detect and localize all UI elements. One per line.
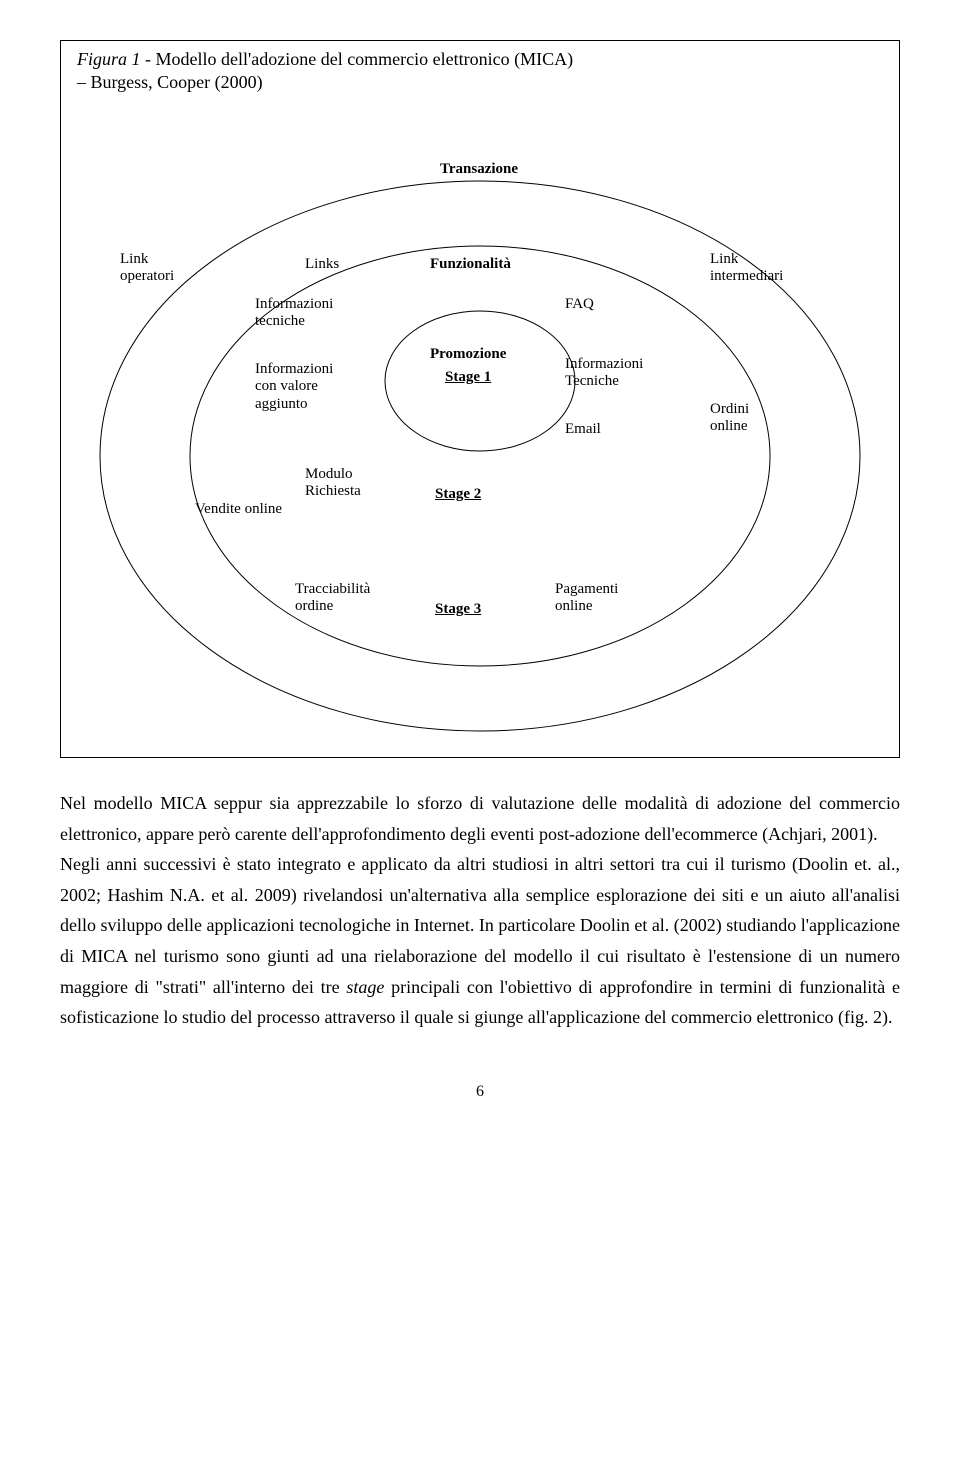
- label-transazione: Transazione: [440, 161, 518, 178]
- label-pagamenti-online: Pagamenti online: [555, 581, 618, 616]
- label-stage3: Stage 3: [435, 601, 481, 618]
- label-promozione: Promozione: [430, 346, 506, 363]
- label-faq: FAQ: [565, 296, 594, 313]
- label-stage2: Stage 2: [435, 486, 481, 503]
- body-paragraph: Nel modello MICA seppur sia apprezzabile…: [60, 788, 900, 1033]
- label-links: Links: [305, 256, 339, 273]
- body-text-1: Nel modello MICA seppur sia apprezzabile…: [60, 793, 905, 997]
- figure-caption: Figura 1 - Modello dell'adozione del com…: [77, 49, 883, 70]
- label-stage1: Stage 1: [445, 369, 491, 386]
- label-modulo-richiesta: Modulo Richiesta: [305, 466, 361, 501]
- label-tracciabilita: Tracciabilità ordine: [295, 581, 370, 616]
- mica-diagram: Transazione Funzionalità Promozione Stag…: [90, 101, 870, 741]
- figure-caption-main: Modello dell'adozione del commercio elet…: [156, 49, 574, 69]
- label-vendite-online: Vendite online: [195, 501, 282, 518]
- label-link-operatori: Link operatori: [120, 251, 174, 286]
- label-info-tecniche2: Informazioni Tecniche: [565, 356, 643, 391]
- label-email: Email: [565, 421, 601, 438]
- figure-subcaption: – Burgess, Cooper (2000): [77, 72, 883, 93]
- figure-caption-prefix: Figura 1 -: [77, 49, 156, 69]
- page-number: 6: [60, 1083, 900, 1101]
- body-text-italic: stage: [346, 977, 384, 997]
- diagram-ellipses: [90, 101, 870, 741]
- label-info-tecniche: Informazioni tecniche: [255, 296, 333, 331]
- label-info-valore: Informazioni con valore aggiunto: [255, 361, 333, 413]
- label-link-intermediari: Link intermediari: [710, 251, 783, 286]
- label-funzionalita: Funzionalità: [430, 256, 511, 273]
- label-ordini-online: Ordini online: [710, 401, 749, 436]
- figure-container: Figura 1 - Modello dell'adozione del com…: [60, 40, 900, 758]
